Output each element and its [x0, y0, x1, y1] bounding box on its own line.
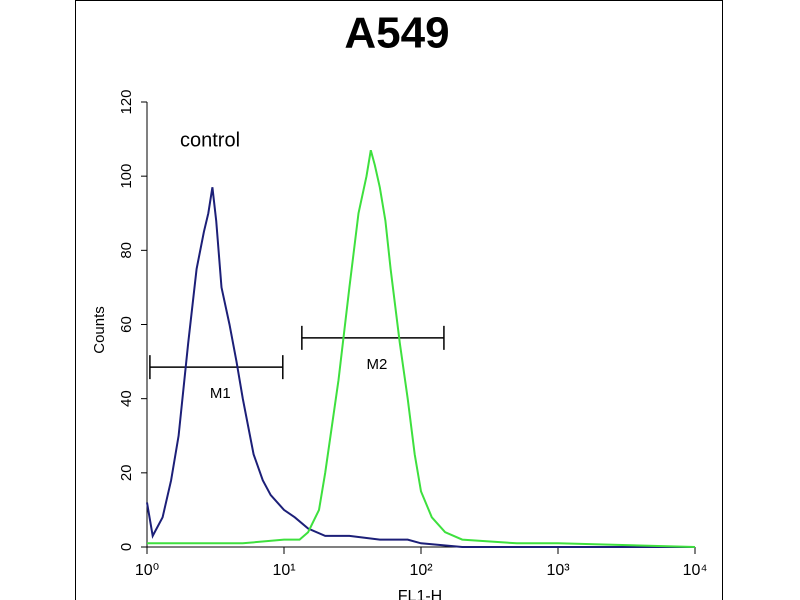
y-axis-label: Counts [91, 306, 108, 354]
y-tick-label: 120 [118, 89, 135, 114]
histogram-line [147, 149, 696, 548]
x-tick-label: 10¹ [272, 562, 295, 579]
gate-label: M2 [366, 356, 387, 373]
y-tick-label: 40 [118, 390, 135, 407]
y-tick-label: 20 [118, 464, 135, 481]
annotation: control [180, 129, 240, 151]
x-tick-label: 10⁰ [135, 562, 159, 579]
x-tick-label: 10⁴ [683, 562, 708, 579]
y-tick-label: 60 [118, 316, 135, 333]
x-tick-label: 10³ [546, 562, 570, 579]
gate-label: M1 [210, 385, 231, 402]
histogram-line [146, 187, 695, 548]
y-tick-label: 100 [118, 164, 135, 189]
y-tick-label: 0 [118, 543, 135, 551]
frame [75, 0, 723, 600]
chart-title: A549 [344, 9, 449, 58]
x-axis-label: FL1-H [398, 588, 442, 600]
x-tick-label: 10² [409, 562, 433, 579]
y-tick-label: 80 [118, 242, 135, 259]
